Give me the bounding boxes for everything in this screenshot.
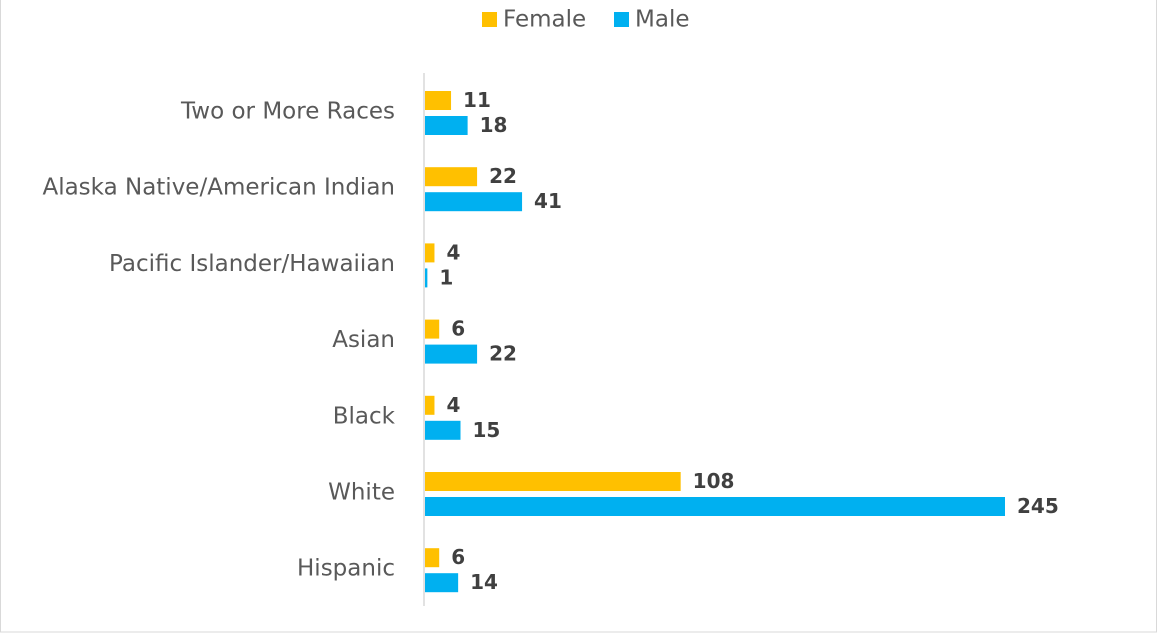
data-label: 4 (446, 393, 460, 417)
legend-swatch (614, 12, 629, 27)
y-tick-label: White (328, 480, 395, 506)
data-label: 108 (693, 469, 735, 493)
data-label: 18 (480, 113, 508, 137)
data-label: 245 (1017, 494, 1059, 518)
data-label: 1 (439, 265, 453, 289)
data-label: 22 (489, 164, 517, 188)
bar (425, 472, 681, 491)
legend-swatch (482, 12, 497, 27)
data-label: 14 (470, 570, 498, 594)
bar (425, 395, 435, 415)
data-label: 15 (473, 418, 501, 442)
bar (425, 420, 461, 440)
bar (425, 91, 452, 110)
y-tick-label: Hispanic (297, 556, 395, 582)
bar (425, 319, 440, 339)
y-tick-label: Alaska Native/American Indian (42, 175, 395, 201)
y-tick-label: Two or More Races (180, 99, 395, 125)
bar (425, 573, 459, 593)
bar (425, 268, 428, 288)
bar (425, 497, 1005, 516)
legend-label: Male (635, 7, 689, 33)
bar (425, 116, 468, 135)
bar (425, 548, 440, 568)
y-tick-label: Pacific Islander/Hawaiian (109, 251, 395, 277)
legend-label: Female (503, 7, 586, 33)
data-label: 4 (446, 240, 460, 264)
bar (425, 192, 523, 212)
data-label: 22 (489, 342, 517, 366)
bar (425, 243, 435, 263)
data-label: 6 (451, 545, 465, 569)
y-tick-label: Black (333, 403, 396, 429)
y-tick-label: Asian (332, 327, 395, 353)
data-label: 11 (463, 88, 491, 112)
data-label: 6 (451, 317, 465, 341)
bar (425, 167, 478, 187)
bar (425, 344, 478, 364)
data-label: 41 (534, 189, 562, 213)
